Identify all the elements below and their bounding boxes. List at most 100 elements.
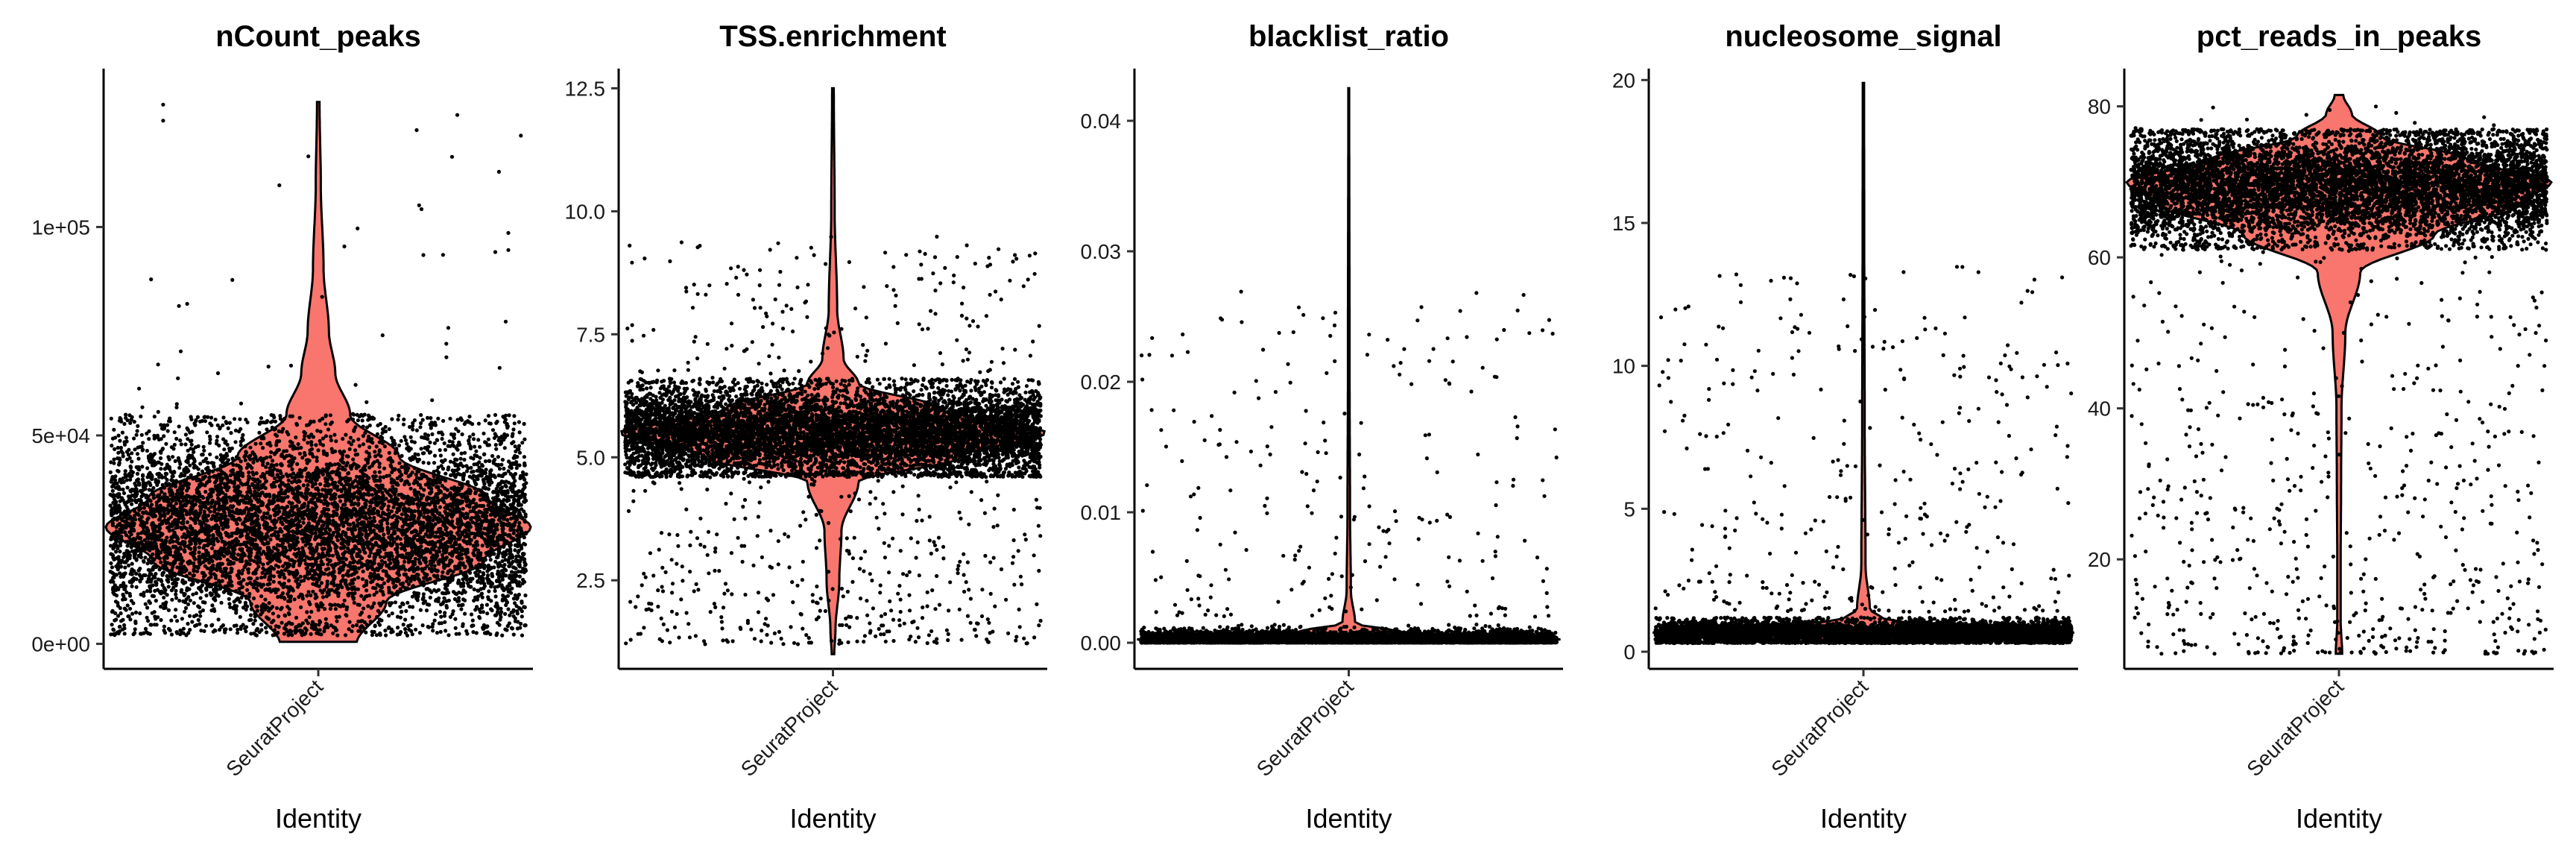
data-point [139, 432, 144, 437]
data-point [351, 596, 356, 600]
data-point [319, 632, 323, 637]
data-point [335, 619, 339, 623]
data-point [231, 462, 236, 468]
data-point [443, 575, 447, 580]
data-point [473, 444, 477, 449]
data-point [279, 462, 283, 466]
data-point [262, 476, 267, 480]
data-point [169, 618, 174, 623]
data-point [524, 472, 528, 476]
data-point [496, 473, 501, 478]
data-point [411, 584, 415, 588]
data-point [271, 611, 275, 616]
data-point [463, 565, 467, 570]
data-point [122, 626, 127, 631]
data-point [180, 491, 185, 496]
data-point [461, 602, 465, 607]
data-point [244, 450, 248, 454]
data-point [240, 494, 244, 498]
data-point [118, 416, 122, 421]
data-point [465, 550, 470, 555]
data-point [113, 618, 117, 623]
data-point [347, 523, 352, 527]
data-point [438, 448, 442, 453]
data-point [421, 579, 426, 584]
data-point [389, 544, 394, 548]
data-point [121, 592, 125, 597]
data-point [235, 522, 239, 526]
data-point [361, 569, 365, 574]
data-point [503, 494, 508, 498]
data-point [242, 553, 247, 558]
data-point [316, 448, 321, 453]
data-point [174, 596, 179, 600]
data-point [132, 436, 136, 441]
data-point [496, 455, 501, 459]
data-point [221, 415, 226, 420]
data-point [492, 552, 496, 556]
data-point [228, 627, 233, 632]
data-point [227, 485, 231, 490]
data-point [201, 444, 206, 449]
data-point [202, 512, 207, 517]
data-point [196, 471, 201, 476]
data-point [475, 605, 479, 609]
data-point [396, 561, 400, 565]
data-point [268, 538, 273, 542]
data-point [310, 556, 315, 561]
data-point [274, 605, 280, 611]
data-point [238, 600, 242, 604]
data-point [133, 517, 138, 522]
data-point [265, 582, 270, 587]
data-point [112, 427, 116, 432]
data-point [127, 563, 131, 568]
data-point [145, 520, 149, 525]
data-point [426, 461, 431, 465]
data-point [318, 430, 323, 434]
data-point [173, 459, 177, 464]
data-point [523, 623, 528, 628]
data-point [168, 561, 173, 566]
data-point [344, 535, 350, 540]
data-point [368, 571, 373, 576]
data-point [323, 488, 328, 492]
data-point [464, 499, 469, 504]
data-point [432, 579, 438, 584]
data-point [130, 519, 134, 523]
data-point [222, 627, 227, 632]
data-point [174, 630, 179, 635]
data-point [520, 600, 524, 605]
data-point [127, 456, 132, 460]
data-point [255, 608, 259, 613]
data-point [142, 594, 146, 598]
data-point [449, 432, 454, 437]
data-point [296, 446, 300, 450]
data-point [416, 576, 420, 581]
data-point [426, 541, 431, 547]
data-point [323, 617, 328, 621]
data-point [393, 600, 398, 605]
data-point [177, 598, 182, 603]
data-point [165, 593, 169, 597]
data-point [373, 454, 378, 459]
data-point [263, 603, 268, 608]
data-point [136, 532, 140, 536]
data-point [397, 468, 401, 472]
data-point [264, 465, 268, 469]
data-point [445, 488, 449, 492]
data-point [148, 499, 153, 503]
data-point [156, 493, 160, 498]
data-point [461, 473, 467, 478]
data-point [177, 495, 181, 500]
data-point [168, 419, 172, 424]
data-point [443, 611, 447, 615]
data-point [517, 520, 522, 525]
data-point [432, 564, 437, 568]
data-point [488, 558, 493, 562]
data-point [174, 592, 178, 597]
data-point [247, 554, 251, 558]
data-point [356, 497, 361, 502]
data-point [487, 501, 492, 506]
data-point [413, 528, 417, 533]
data-point [387, 576, 391, 581]
